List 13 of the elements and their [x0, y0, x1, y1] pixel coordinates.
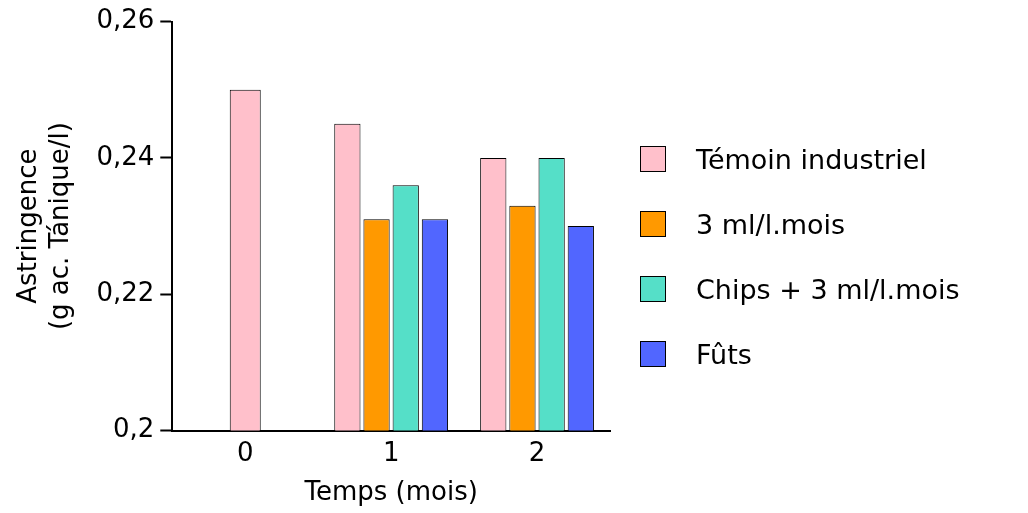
- legend-label: Chips + 3 ml/l.mois: [696, 273, 960, 305]
- legend-label: 3 ml/l.mois: [696, 208, 846, 240]
- x-axis-title: Temps (mois): [303, 476, 478, 507]
- y-tick-label: 0,22: [96, 277, 155, 308]
- y-tick-label: 0,26: [96, 4, 155, 35]
- legend-label: Fûts: [696, 338, 752, 370]
- x-tick-label: 2: [528, 436, 546, 467]
- legend-label: Témoin industriel: [696, 143, 927, 175]
- y-axis-title: Astringence (g ac. Tánique/l): [12, 122, 74, 331]
- y-tick-label: 0,24: [96, 140, 155, 171]
- x-tick-label: 1: [382, 436, 400, 467]
- x-tick-label: 0: [236, 436, 254, 467]
- y-tick-label: 0,2: [112, 413, 155, 444]
